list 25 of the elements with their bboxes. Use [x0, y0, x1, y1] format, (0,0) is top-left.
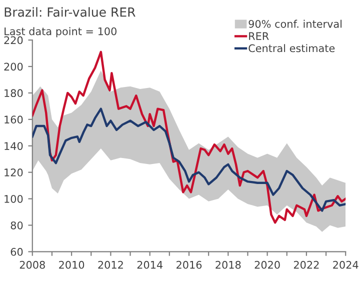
legend-label: 90% conf. interval [248, 20, 342, 28]
x-tick-label: 2016 [176, 260, 202, 269]
legend-label: Central estimate [248, 44, 335, 52]
line-series [32, 108, 346, 212]
y-tick-label: 80 [10, 221, 23, 230]
x-tick-label: 2020 [254, 260, 280, 269]
x-tick-label: 2024 [333, 260, 358, 269]
x-tick-label: 2008 [20, 260, 45, 269]
y-tick-label: 160 [4, 116, 23, 124]
x-tick-label: 2022 [294, 260, 319, 269]
y-tick-label: 60 [10, 248, 23, 256]
x-tick-label: 2018 [216, 260, 241, 269]
y-tick-label: 120 [4, 168, 23, 176]
x-tick-label: 2010 [59, 260, 84, 269]
y-tick-label: 200 [4, 62, 23, 71]
line-series [32, 50, 346, 224]
chart-title: Brazil: Fair-value RER [4, 7, 136, 17]
y-tick-label: 140 [4, 142, 23, 150]
y-tick-label: 100 [4, 194, 23, 203]
y-tick-label: 220 [4, 36, 23, 44]
legend-label: RER [249, 32, 269, 40]
x-tick-label: 2012 [98, 260, 123, 269]
x-tick-label: 2014 [137, 260, 163, 269]
chart-subtitle: Last data point = 100 [4, 27, 116, 38]
y-tick-label: 180 [4, 89, 23, 98]
